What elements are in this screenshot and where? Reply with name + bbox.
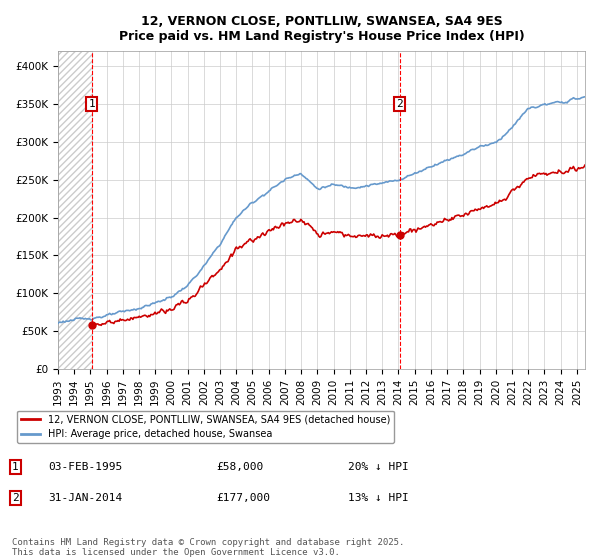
Text: 2: 2	[12, 493, 19, 503]
Text: £177,000: £177,000	[216, 493, 270, 503]
Text: 2: 2	[397, 99, 403, 109]
Text: 31-JAN-2014: 31-JAN-2014	[48, 493, 122, 503]
Text: £58,000: £58,000	[216, 462, 263, 472]
Text: 1: 1	[12, 462, 19, 472]
Text: 20% ↓ HPI: 20% ↓ HPI	[348, 462, 409, 472]
Title: 12, VERNON CLOSE, PONTLLIW, SWANSEA, SA4 9ES
Price paid vs. HM Land Registry's H: 12, VERNON CLOSE, PONTLLIW, SWANSEA, SA4…	[119, 15, 524, 43]
Text: 1: 1	[88, 99, 95, 109]
Text: Contains HM Land Registry data © Crown copyright and database right 2025.
This d: Contains HM Land Registry data © Crown c…	[12, 538, 404, 557]
Text: 03-FEB-1995: 03-FEB-1995	[48, 462, 122, 472]
Legend: 12, VERNON CLOSE, PONTLLIW, SWANSEA, SA4 9ES (detached house), HPI: Average pric: 12, VERNON CLOSE, PONTLLIW, SWANSEA, SA4…	[17, 410, 394, 443]
Text: 13% ↓ HPI: 13% ↓ HPI	[348, 493, 409, 503]
